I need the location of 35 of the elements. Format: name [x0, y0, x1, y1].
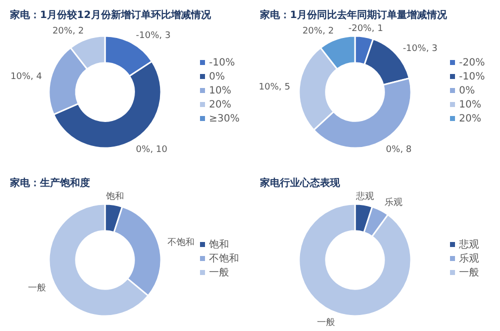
- legend-label: 10%: [459, 100, 482, 110]
- legend-label: 一般: [209, 268, 229, 278]
- legend-label: 乐观: [459, 252, 479, 264]
- data-label: 10%, 5: [258, 82, 290, 93]
- data-label: 20%, 2: [52, 26, 84, 37]
- legend-label: 悲观: [458, 238, 479, 250]
- data-label: -10%, 3: [402, 44, 438, 54]
- legend-label: 0%: [209, 72, 225, 82]
- data-label: 0%, 8: [386, 145, 412, 156]
- data-label: -10%, 3: [136, 30, 171, 41]
- data-label: 10%, 4: [10, 72, 42, 82]
- legend-label: 20%: [209, 100, 232, 110]
- data-label: 一般: [28, 282, 46, 294]
- legend-label: 20%: [459, 114, 482, 124]
- data-label: 20%, 2: [302, 26, 334, 37]
- chart-title: 家电：1月份同比去年同期订单量增减情况: [259, 9, 448, 21]
- data-label: -20%, 1: [348, 24, 384, 34]
- data-label: 饱和: [105, 190, 124, 202]
- chart-title: 家电行业心态表现: [259, 177, 341, 189]
- legend-label: 0%: [459, 86, 475, 96]
- legend-label: 一般: [459, 268, 479, 278]
- legend-label: -10%: [209, 58, 235, 68]
- data-label: 乐观: [384, 197, 403, 208]
- data-label: 一般: [316, 316, 335, 328]
- legend-label: -10%: [459, 72, 485, 82]
- data-label: 0%, 10: [136, 145, 168, 156]
- legend-label: ≥30%: [209, 114, 240, 124]
- chart-title: 家电：1月份较12月份新增订单环比增减情况: [9, 9, 212, 21]
- data-label: 悲观: [355, 190, 374, 202]
- chart-title: 家电：生产饱和度: [9, 177, 90, 189]
- legend-label: 不饱和: [209, 252, 239, 264]
- legend-label: -20%: [459, 58, 485, 68]
- legend-label: 饱和: [208, 238, 229, 250]
- legend-label: 10%: [209, 86, 232, 96]
- data-label: 不饱和: [167, 236, 194, 248]
